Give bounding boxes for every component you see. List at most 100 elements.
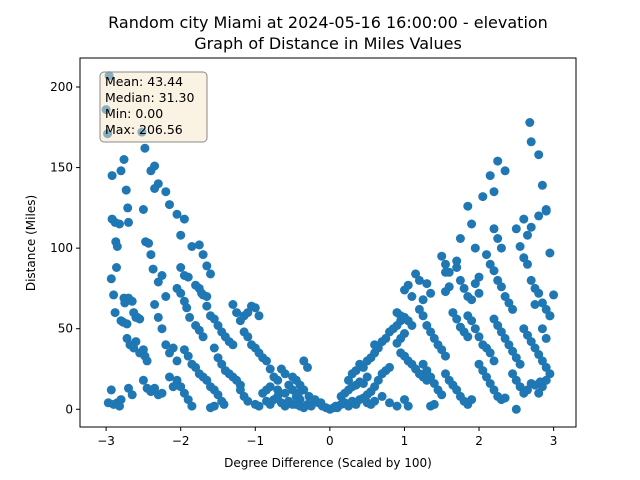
- y-tick-label: 200: [50, 80, 73, 94]
- data-point: [150, 161, 160, 171]
- data-point: [535, 377, 545, 387]
- x-tick-label: 2: [475, 434, 483, 448]
- data-point: [161, 187, 171, 197]
- data-point: [414, 275, 424, 285]
- data-point: [467, 316, 477, 326]
- data-point: [467, 219, 477, 229]
- data-point: [280, 388, 290, 398]
- data-point: [455, 234, 465, 243]
- data-point: [534, 211, 544, 221]
- data-point: [243, 332, 253, 342]
- data-point: [179, 214, 189, 224]
- data-point: [441, 351, 450, 361]
- data-point: [534, 288, 544, 298]
- data-point: [545, 311, 555, 321]
- stats-median: Median: 31.30: [105, 90, 194, 105]
- stats-box: Mean: 43.44 Median: 31.30 Min: 0.00 Max:…: [99, 71, 208, 143]
- data-point: [228, 340, 238, 350]
- data-point: [138, 205, 148, 214]
- x-tick-label: 0: [326, 434, 334, 448]
- data-point: [482, 250, 491, 260]
- data-point: [140, 143, 150, 153]
- data-point: [273, 375, 283, 385]
- data-point: [534, 150, 544, 160]
- stats-mean: Mean: 43.44: [105, 74, 183, 89]
- data-point: [202, 292, 212, 301]
- y-tick-label: 100: [50, 241, 73, 255]
- data-point: [254, 401, 264, 411]
- data-point: [441, 259, 450, 269]
- data-point: [463, 201, 473, 211]
- data-point: [358, 379, 368, 388]
- y-tick-label: 0: [65, 402, 73, 416]
- data-point: [176, 230, 186, 240]
- data-point: [194, 325, 204, 335]
- data-point: [508, 304, 518, 314]
- x-tick-label: 3: [550, 434, 558, 448]
- data-point: [485, 171, 495, 181]
- x-tick-label: −1: [246, 434, 264, 448]
- stats-min: Min: 0.00: [105, 106, 163, 121]
- data-point: [496, 282, 506, 292]
- data-point: [474, 288, 484, 298]
- data-point: [493, 156, 503, 166]
- x-ticks: −3 −2 −1 0 1 2 3: [97, 427, 557, 448]
- data-point: [172, 356, 182, 366]
- data-point: [459, 283, 469, 293]
- data-point: [537, 356, 547, 366]
- data-point: [110, 308, 120, 318]
- data-point: [519, 214, 529, 224]
- data-point: [176, 263, 186, 272]
- data-point: [161, 292, 171, 301]
- data-point: [426, 288, 436, 298]
- data-point: [187, 242, 197, 251]
- data-point: [537, 298, 547, 308]
- data-point: [265, 382, 275, 392]
- data-point: [358, 362, 368, 372]
- data-point: [452, 256, 462, 266]
- data-point: [194, 240, 204, 250]
- data-point: [530, 300, 540, 309]
- y-axis-label: Distance (Miles): [24, 195, 38, 291]
- data-point: [537, 324, 547, 334]
- data-point: [123, 203, 133, 213]
- data-point: [295, 380, 305, 390]
- data-point: [121, 185, 131, 195]
- data-point: [148, 264, 158, 274]
- data-point: [232, 308, 242, 318]
- data-point: [437, 251, 447, 261]
- data-point: [549, 290, 559, 300]
- data-point: [463, 332, 473, 342]
- x-tick-label: −3: [97, 434, 115, 448]
- data-point: [131, 337, 141, 347]
- data-point: [511, 404, 521, 414]
- data-point: [485, 348, 495, 358]
- data-point: [127, 296, 137, 306]
- points-layer: [101, 71, 559, 414]
- data-point: [373, 375, 383, 385]
- data-point: [370, 396, 380, 406]
- data-point: [112, 242, 122, 251]
- data-point: [407, 292, 417, 301]
- data-point: [489, 266, 499, 276]
- data-point: [392, 401, 402, 411]
- data-point: [303, 362, 312, 372]
- data-point: [496, 243, 506, 253]
- data-point: [183, 351, 193, 361]
- data-point: [209, 343, 219, 353]
- data-point: [168, 343, 178, 353]
- data-point: [489, 187, 499, 197]
- data-point: [243, 396, 253, 406]
- chart-title: Random city Miami at 2024-05-16 16:00:00…: [108, 13, 548, 32]
- data-point: [183, 272, 193, 282]
- data-point: [198, 332, 208, 342]
- data-point: [515, 359, 525, 369]
- data-point: [429, 399, 439, 409]
- data-point: [112, 263, 121, 272]
- data-point: [526, 275, 536, 285]
- data-point: [187, 401, 197, 411]
- data-point: [511, 353, 521, 363]
- stats-box-background: [99, 71, 208, 143]
- data-point: [161, 340, 171, 350]
- data-point: [122, 319, 132, 329]
